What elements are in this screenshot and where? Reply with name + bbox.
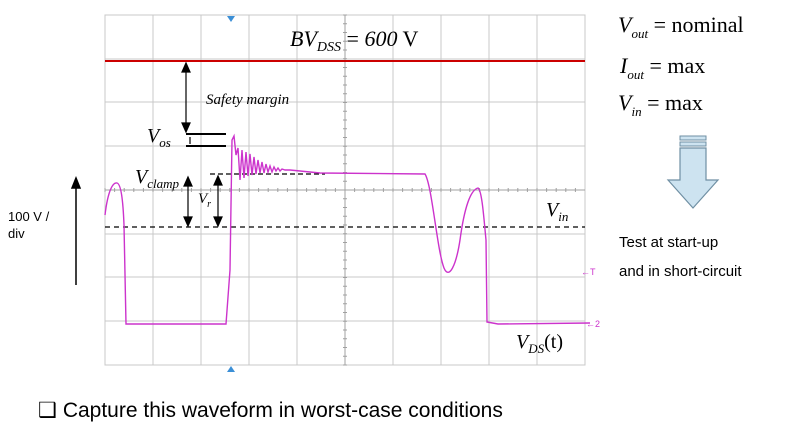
vds-waveform: [104, 133, 591, 325]
scale-label-line2: div: [8, 226, 25, 241]
vr-arrow: [213, 174, 223, 228]
vos-label: Vos: [147, 125, 171, 150]
test-text-line1: Test at start-up: [619, 234, 718, 251]
marker-2: ←2: [586, 319, 600, 329]
marker-t: ←T: [581, 267, 596, 277]
bullet-box-icon: ❑: [38, 399, 57, 422]
vclamp-label: Vclamp: [135, 166, 179, 191]
test-text-line2: and in short-circuit: [619, 263, 742, 280]
bullet-item: ❑ Capture this waveform in worst-case con…: [38, 399, 503, 422]
scale-label-line1: 100 V /: [8, 209, 50, 224]
safety-margin-label: Safety margin: [206, 92, 289, 108]
condition-vout: Vout = nominal: [618, 12, 744, 41]
condition-iout: Iout = max: [619, 53, 705, 82]
trigger-marker-bottom: [227, 366, 235, 372]
vds-label: VDS(t): [516, 331, 563, 356]
scope-center-axes: [104, 14, 585, 366]
down-arrow-icon: [666, 135, 720, 209]
scale-up-arrow: [70, 175, 82, 285]
trigger-marker-top: [227, 16, 235, 22]
condition-vin: Vin = max: [618, 90, 703, 119]
vclamp-arrow: [183, 175, 193, 228]
safety-margin-arrow: [181, 61, 191, 134]
vin-label: Vin: [546, 199, 568, 224]
vr-label: Vr: [198, 191, 211, 210]
bvdss-label: BVDSS = 600 V: [290, 26, 419, 55]
